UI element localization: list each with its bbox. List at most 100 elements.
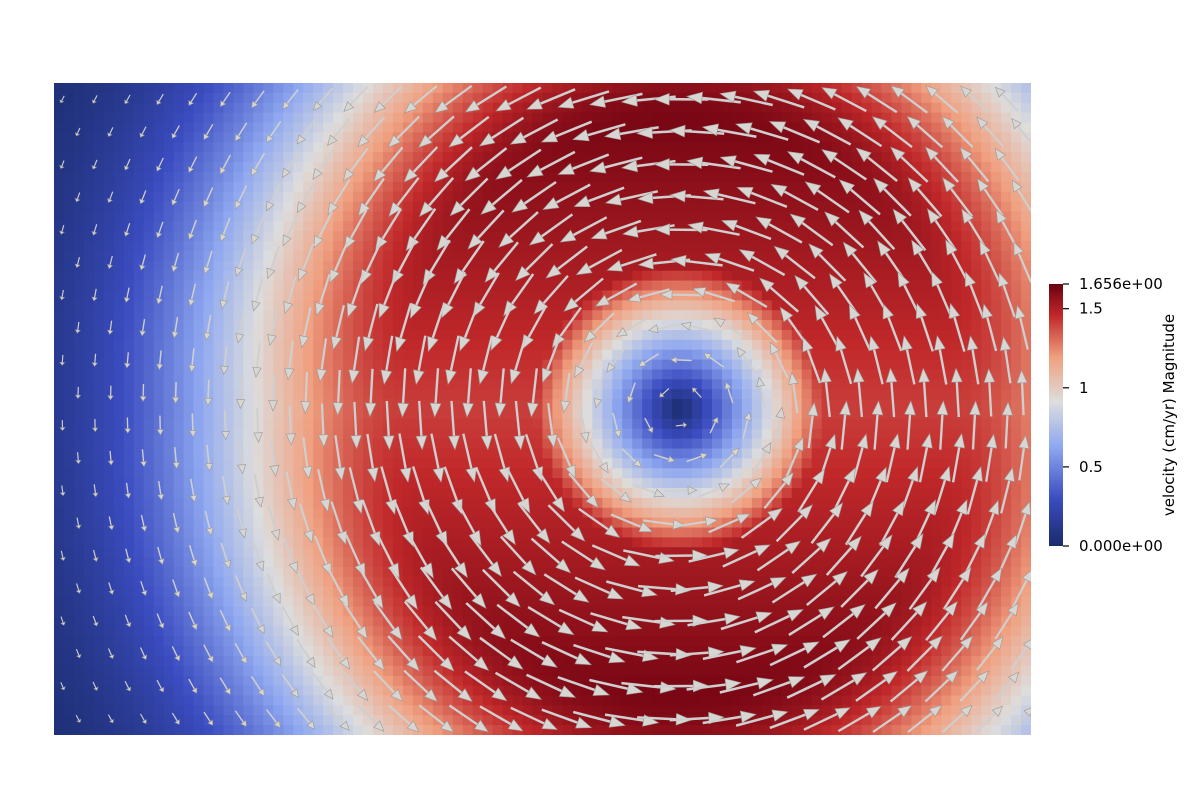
field-cell (223, 448, 235, 459)
field-cell (841, 488, 853, 499)
field-cell (652, 527, 663, 539)
field-cell (323, 231, 334, 242)
field-cell (243, 300, 254, 311)
field-cell (721, 83, 733, 94)
field-cell (313, 270, 324, 282)
field-cell (143, 379, 155, 390)
field-cell (502, 201, 514, 213)
field-cell (781, 567, 793, 578)
field-cell (572, 438, 583, 450)
field-cell (193, 92, 205, 104)
field-cell (93, 231, 105, 242)
field-cell (672, 162, 683, 173)
field-cell (871, 458, 883, 469)
field-cell (273, 231, 284, 242)
field-cell (193, 329, 205, 341)
field-cell (811, 241, 823, 252)
field-cell (881, 329, 893, 341)
field-cell (572, 241, 583, 252)
field-cell (193, 260, 205, 272)
field-cell (363, 300, 374, 311)
field-cell (392, 576, 404, 588)
field-cell (811, 349, 823, 361)
field-cell (323, 438, 334, 450)
field-cell (761, 497, 773, 509)
field-cell (532, 497, 544, 509)
field-cell (373, 448, 384, 459)
field-cell (133, 488, 145, 499)
field-cell (891, 181, 902, 193)
field-cell (831, 537, 843, 548)
field-cell (622, 211, 633, 222)
field-cell (901, 517, 912, 529)
field-cell (482, 517, 494, 529)
field-cell (901, 349, 912, 361)
field-cell (54, 428, 65, 440)
field-cell (602, 567, 613, 578)
field-cell (442, 567, 454, 578)
field-cell (492, 339, 504, 351)
field-cell (472, 488, 484, 499)
field-cell (123, 517, 135, 529)
field-cell (801, 280, 813, 292)
field-cell (273, 280, 284, 292)
field-cell (711, 547, 723, 558)
field-cell (692, 379, 703, 390)
field-cell (672, 231, 683, 242)
field-cell (961, 369, 972, 380)
field-cell (602, 102, 613, 114)
field-cell (1011, 329, 1022, 341)
field-cell (373, 379, 384, 390)
field-cell (911, 557, 922, 568)
field-cell (971, 201, 982, 213)
field-cell (83, 241, 95, 252)
field-cell (213, 310, 225, 321)
field-cell (472, 399, 484, 410)
field-cell (771, 478, 783, 489)
field-cell (821, 132, 833, 143)
field-cell (223, 162, 235, 173)
field-cell (422, 290, 434, 301)
field-cell (512, 576, 524, 588)
field-cell (632, 132, 643, 143)
field-cell (612, 448, 623, 459)
field-cell (452, 191, 464, 203)
field-cell (771, 399, 783, 410)
field-cell (682, 250, 693, 262)
field-cell (223, 497, 235, 509)
field-cell (682, 270, 693, 282)
field-cell (373, 221, 384, 232)
field-cell (682, 231, 693, 242)
field-cell (592, 409, 603, 420)
field-cell (721, 211, 733, 222)
field-cell (193, 241, 205, 252)
field-cell (891, 497, 902, 509)
field-cell (771, 567, 783, 578)
field-cell (193, 221, 205, 232)
field-cell (452, 211, 464, 222)
field-cell (951, 241, 962, 252)
field-cell (183, 92, 195, 104)
field-cell (711, 310, 723, 321)
field-cell (731, 290, 743, 301)
field-cell (821, 576, 833, 588)
field-cell (113, 537, 125, 548)
field-cell (143, 260, 155, 272)
field-cell (771, 231, 783, 242)
field-cell (233, 418, 245, 430)
field-cell (542, 409, 554, 420)
field-cell (333, 339, 344, 351)
field-cell (143, 557, 155, 568)
field-cell (502, 448, 514, 459)
field-cell (223, 300, 235, 311)
field-cell (213, 231, 225, 242)
field-cell (492, 527, 504, 539)
field-cell (442, 290, 454, 301)
field-cell (412, 270, 424, 282)
field-cell (313, 409, 324, 420)
field-cell (283, 349, 294, 361)
field-cell (602, 221, 613, 232)
field-cell (243, 409, 254, 420)
field-cell (93, 142, 105, 153)
field-cell (492, 547, 504, 558)
